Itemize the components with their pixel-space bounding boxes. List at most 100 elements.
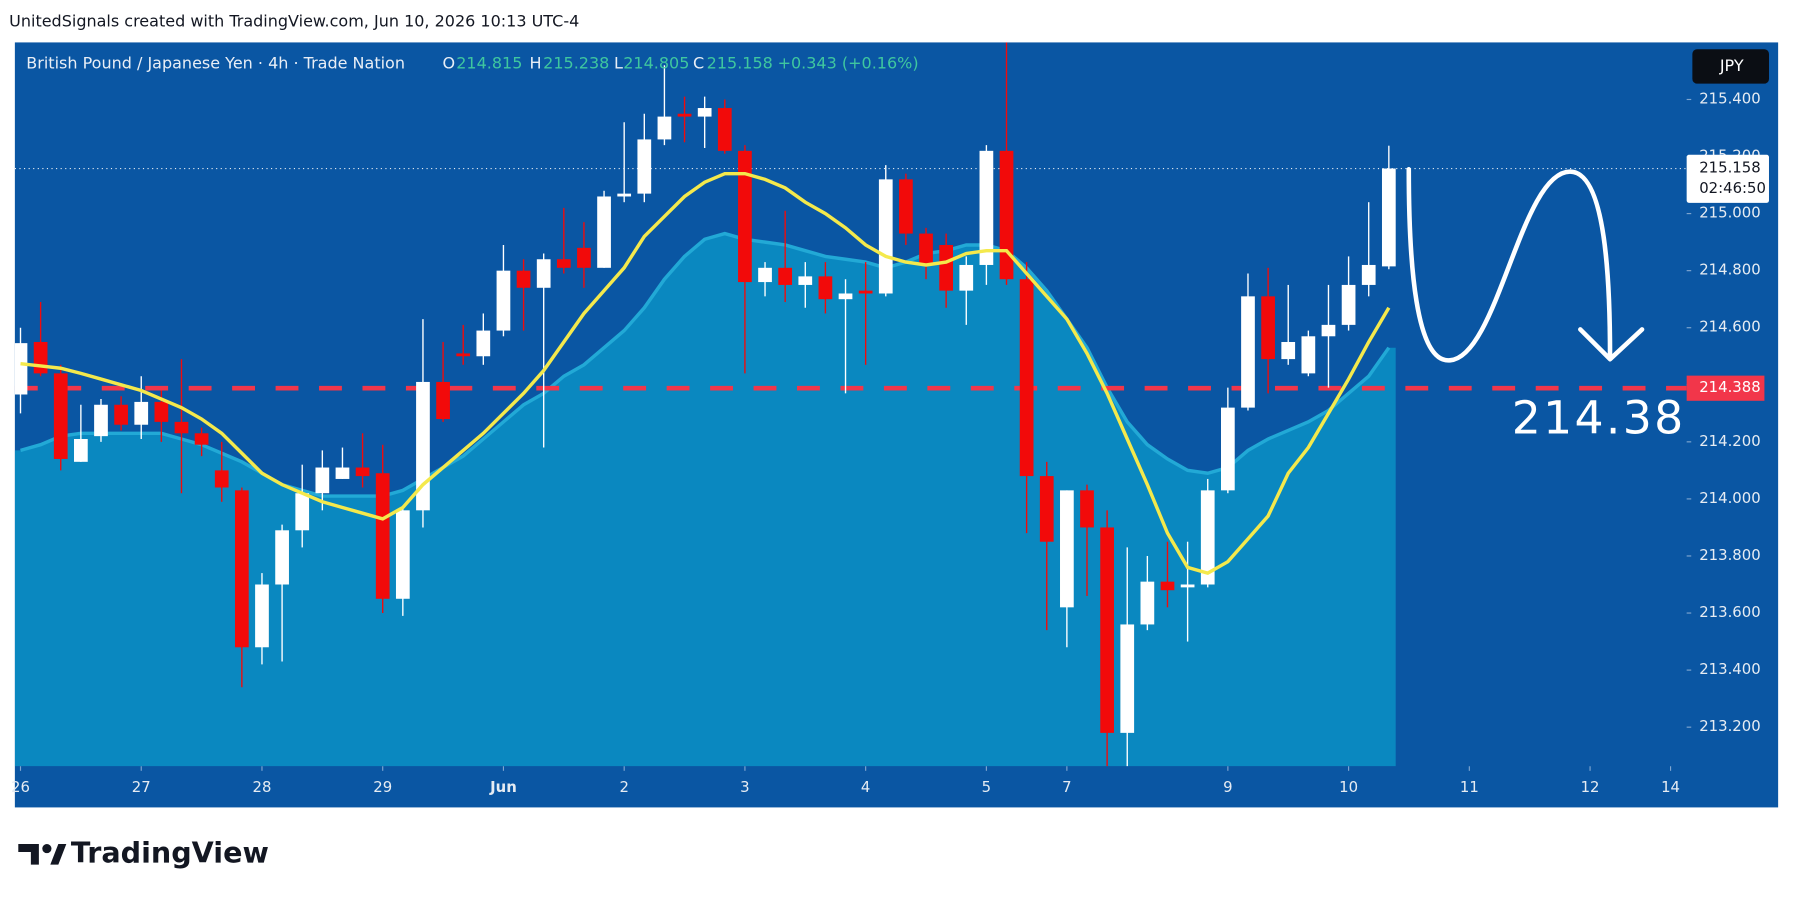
candle-body	[1301, 336, 1316, 374]
candle-body	[1180, 584, 1195, 588]
x-tick-label: 5	[982, 778, 991, 796]
candle-body	[355, 467, 370, 477]
candle-body	[234, 490, 249, 648]
candle-body	[436, 381, 450, 420]
x-tick-label: 10	[1339, 778, 1358, 796]
ma-slow-line	[20, 231, 1391, 498]
candle-body	[617, 193, 632, 197]
candle-body	[717, 108, 732, 151]
level-label: 214.388	[1699, 378, 1760, 396]
y-tick-label: 213.200	[1699, 717, 1760, 735]
candle-body	[395, 510, 410, 599]
candle-body	[778, 267, 793, 285]
y-tick-label: 215.000	[1699, 204, 1760, 222]
candle-body	[959, 264, 974, 291]
candle-body	[758, 267, 772, 283]
candle-body	[899, 179, 913, 234]
ohlc-value: 214.815	[456, 54, 522, 73]
y-tick-label: 213.800	[1699, 546, 1760, 564]
candle-body	[697, 108, 712, 117]
candle-body	[456, 353, 471, 357]
countdown: 02:46:50	[1699, 179, 1766, 197]
candle-body	[74, 438, 88, 462]
ohlc-value: 215.238	[543, 54, 609, 73]
candle-body	[536, 259, 551, 288]
candle-body	[677, 113, 692, 117]
candle-body	[1039, 476, 1054, 542]
candle-body	[1381, 168, 1396, 267]
candle-body	[315, 467, 330, 494]
candle-body	[154, 401, 169, 422]
y-tick-label: 215.400	[1699, 89, 1760, 107]
candle-body	[637, 139, 652, 194]
candle-body	[94, 404, 108, 437]
candle-body	[1200, 490, 1215, 585]
x-tick-label: 27	[132, 778, 151, 796]
candle-body	[999, 150, 1014, 280]
candle-body	[1080, 490, 1094, 528]
x-tick-label: 26	[11, 778, 30, 796]
x-tick-label: 9	[1223, 778, 1232, 796]
logo-icon	[18, 844, 67, 865]
candle-body	[496, 270, 511, 331]
x-tick-label: 28	[253, 778, 272, 796]
ohlc-change: +0.343 (+0.16%)	[778, 54, 919, 73]
candle-body	[919, 233, 933, 265]
candle-body	[979, 150, 994, 265]
brand: TradingView	[71, 835, 269, 869]
x-tick-label: 14	[1661, 778, 1680, 796]
ma-fast-line	[20, 171, 1391, 575]
candle-body	[1220, 407, 1235, 491]
last-price-label: 215.158	[1699, 159, 1760, 177]
currency: JPY	[1719, 56, 1744, 75]
candle-body	[114, 404, 128, 425]
brand-logo: TradingView	[18, 835, 269, 869]
candle-body	[838, 293, 853, 300]
ohlc-letter: L	[614, 54, 623, 73]
candle-body	[295, 493, 310, 531]
candle-body	[657, 116, 672, 140]
candle-body	[577, 247, 591, 268]
level-label-box	[1686, 375, 1765, 401]
y-tick-label: 213.600	[1699, 603, 1760, 621]
candle-body	[597, 196, 611, 268]
candle-body	[516, 270, 531, 288]
x-tick-label: 29	[373, 778, 392, 796]
candle-body	[1361, 264, 1376, 285]
candle-body	[939, 244, 954, 291]
candle-body	[14, 343, 28, 395]
candle-body	[335, 467, 350, 479]
price-axis: 213.200 213.400 213.600 213.800 214.000 214.2…	[1686, 89, 1769, 735]
candle-body	[1281, 341, 1296, 360]
x-tick-label: 3	[740, 778, 749, 796]
currency-box[interactable]	[1692, 49, 1769, 84]
caption: UnitedSignals created with TradingView.c…	[9, 11, 579, 30]
x-tick-label: 7	[1062, 778, 1071, 796]
ohlc-legend: O 214.815 H 215.238 L 214.805 C 215.158 +0.343 (…	[443, 54, 919, 73]
x-tick-label: 2	[619, 778, 628, 796]
ma-slow-area	[14, 233, 1396, 767]
ohlc-letter: O	[443, 54, 456, 73]
ohlc-letter: C	[693, 54, 704, 73]
y-tick-label: 214.600	[1699, 318, 1760, 336]
candle-body	[33, 341, 48, 374]
x-tick-label: 12	[1581, 778, 1600, 796]
candle-body	[1019, 279, 1034, 477]
candle-body	[1120, 624, 1135, 733]
candle-body	[878, 179, 893, 294]
y-tick-label: 214.200	[1699, 432, 1760, 450]
y-tick-label: 214.800	[1699, 261, 1760, 279]
drawn-arrow	[1406, 167, 1645, 363]
candle-body	[818, 276, 833, 300]
candle-body	[1100, 527, 1114, 733]
y-tick-label: 213.400	[1699, 660, 1760, 678]
candle-body	[738, 150, 752, 283]
candle-body	[375, 473, 390, 599]
candle-body	[194, 433, 209, 445]
plot-area	[14, 42, 1687, 767]
candle-body	[1321, 324, 1336, 337]
candle-body	[1261, 296, 1275, 360]
candle-body	[1160, 581, 1175, 591]
logo-dot	[42, 844, 52, 854]
